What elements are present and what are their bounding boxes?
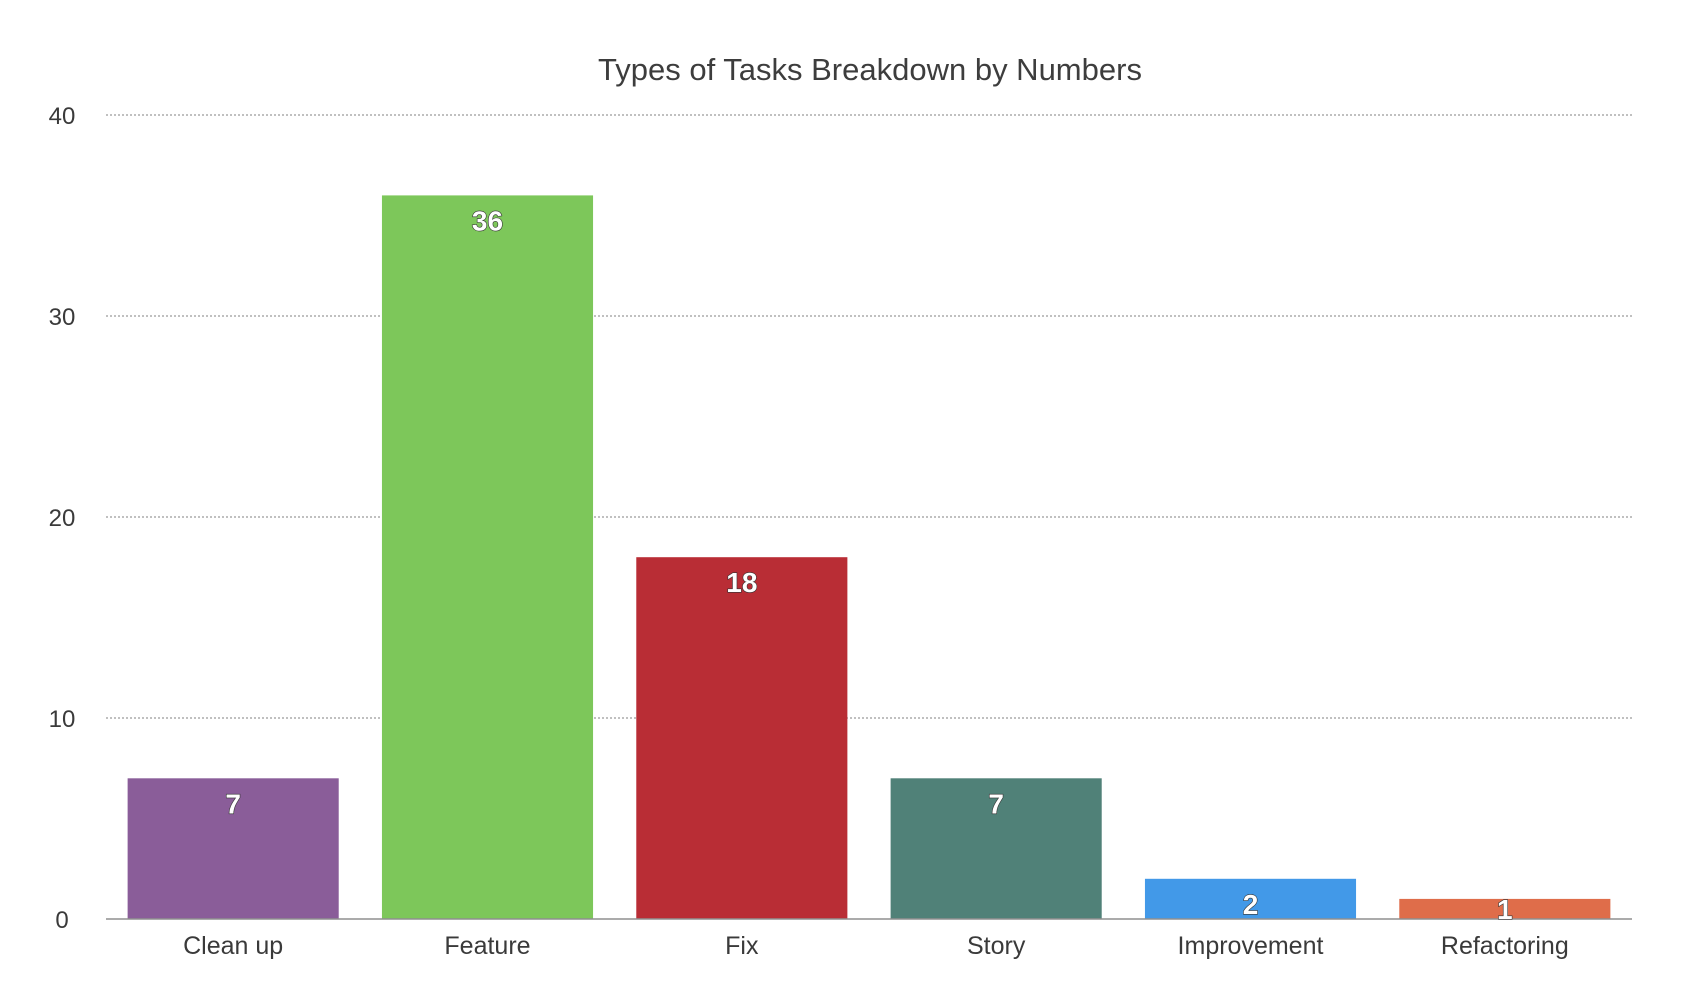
x-category-label: Story <box>967 932 1026 960</box>
x-category-label: Improvement <box>1178 932 1324 960</box>
bar-feature <box>381 195 594 919</box>
y-tick-label: 30 <box>49 304 76 331</box>
y-tick-label: 10 <box>49 706 76 733</box>
bar-value-label: 7 <box>225 788 241 819</box>
x-category-label: Clean up <box>183 932 283 960</box>
bar-value-label: 1 <box>1497 894 1513 925</box>
bar-story <box>890 778 1102 919</box>
y-tick-label: 40 <box>49 103 76 130</box>
x-category-label: Refactoring <box>1441 932 1569 960</box>
bar-value-label: 18 <box>726 567 757 598</box>
bar-refactoring <box>1399 898 1611 919</box>
x-axis-labels: Clean up Feature Fix Story Improvement Refact… <box>183 932 1569 960</box>
data-labels: 7 36 18 7 2 1 <box>225 205 1513 926</box>
bar-value-label: 7 <box>988 788 1004 819</box>
bar-clean-up <box>127 778 339 919</box>
y-axis-ticks: 0 10 20 30 40 <box>49 103 76 934</box>
y-tick-label: 0 <box>55 907 68 934</box>
grid-lines <box>106 114 1632 719</box>
bar-improvement <box>1144 878 1357 919</box>
y-tick-label: 20 <box>49 505 76 532</box>
x-category-label: Fix <box>725 932 759 960</box>
x-category-label: Feature <box>444 932 530 960</box>
bar-fix <box>636 557 848 919</box>
bar-value-label: 2 <box>1243 889 1259 920</box>
bars <box>127 195 1611 919</box>
bar-value-label: 36 <box>472 205 503 236</box>
chart-title: Types of Tasks Breakdown by Numbers <box>598 52 1142 87</box>
